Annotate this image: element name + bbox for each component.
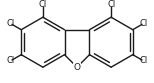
Text: Cl: Cl xyxy=(39,0,47,9)
Text: Cl: Cl xyxy=(107,0,115,9)
Text: Cl: Cl xyxy=(139,56,148,65)
Text: Cl: Cl xyxy=(6,19,15,28)
Text: Cl: Cl xyxy=(6,56,15,65)
Text: Cl: Cl xyxy=(139,19,148,28)
Text: O: O xyxy=(73,63,81,72)
